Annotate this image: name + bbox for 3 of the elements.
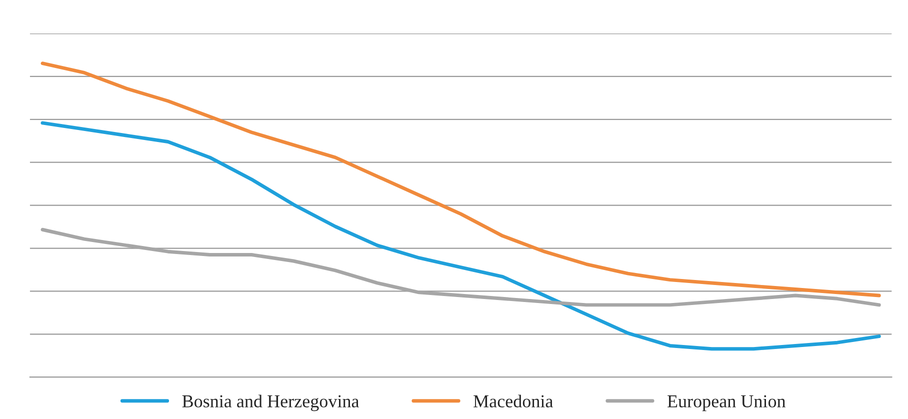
legend-label: Bosnia and Herzegovina <box>182 394 360 412</box>
legend-label: European Union <box>668 395 786 412</box>
legend-label: Macedonia <box>474 394 553 408</box>
